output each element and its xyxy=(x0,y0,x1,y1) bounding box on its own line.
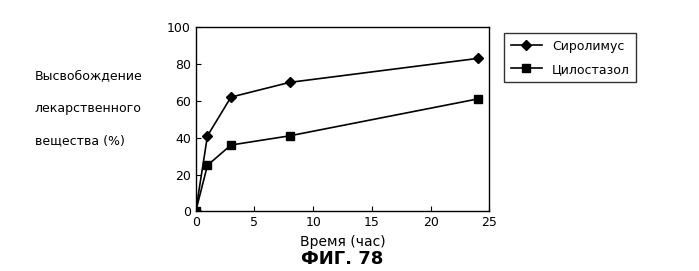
Text: Высвобождение: Высвобождение xyxy=(35,69,143,82)
Сиролимус xyxy=(203,134,212,137)
Цилостазол xyxy=(203,164,212,167)
Цилостазол xyxy=(192,210,200,213)
X-axis label: Время (час): Время (час) xyxy=(300,235,385,249)
Line: Сиролимус: Сиролимус xyxy=(192,55,482,215)
Сиролимус xyxy=(473,57,482,60)
Legend: Сиролимус, Цилостазол: Сиролимус, Цилостазол xyxy=(505,33,636,82)
Text: ФИГ. 78: ФИГ. 78 xyxy=(301,250,384,268)
Line: Цилостазол: Цилостазол xyxy=(192,95,482,215)
Цилостазол xyxy=(285,134,294,137)
Цилостазол xyxy=(473,97,482,101)
Text: вещества (%): вещества (%) xyxy=(35,134,125,147)
Сиролимус xyxy=(192,210,200,213)
Text: лекарственного: лекарственного xyxy=(35,102,142,115)
Сиролимус xyxy=(226,95,235,99)
Сиролимус xyxy=(285,81,294,84)
Цилостазол xyxy=(226,143,235,147)
